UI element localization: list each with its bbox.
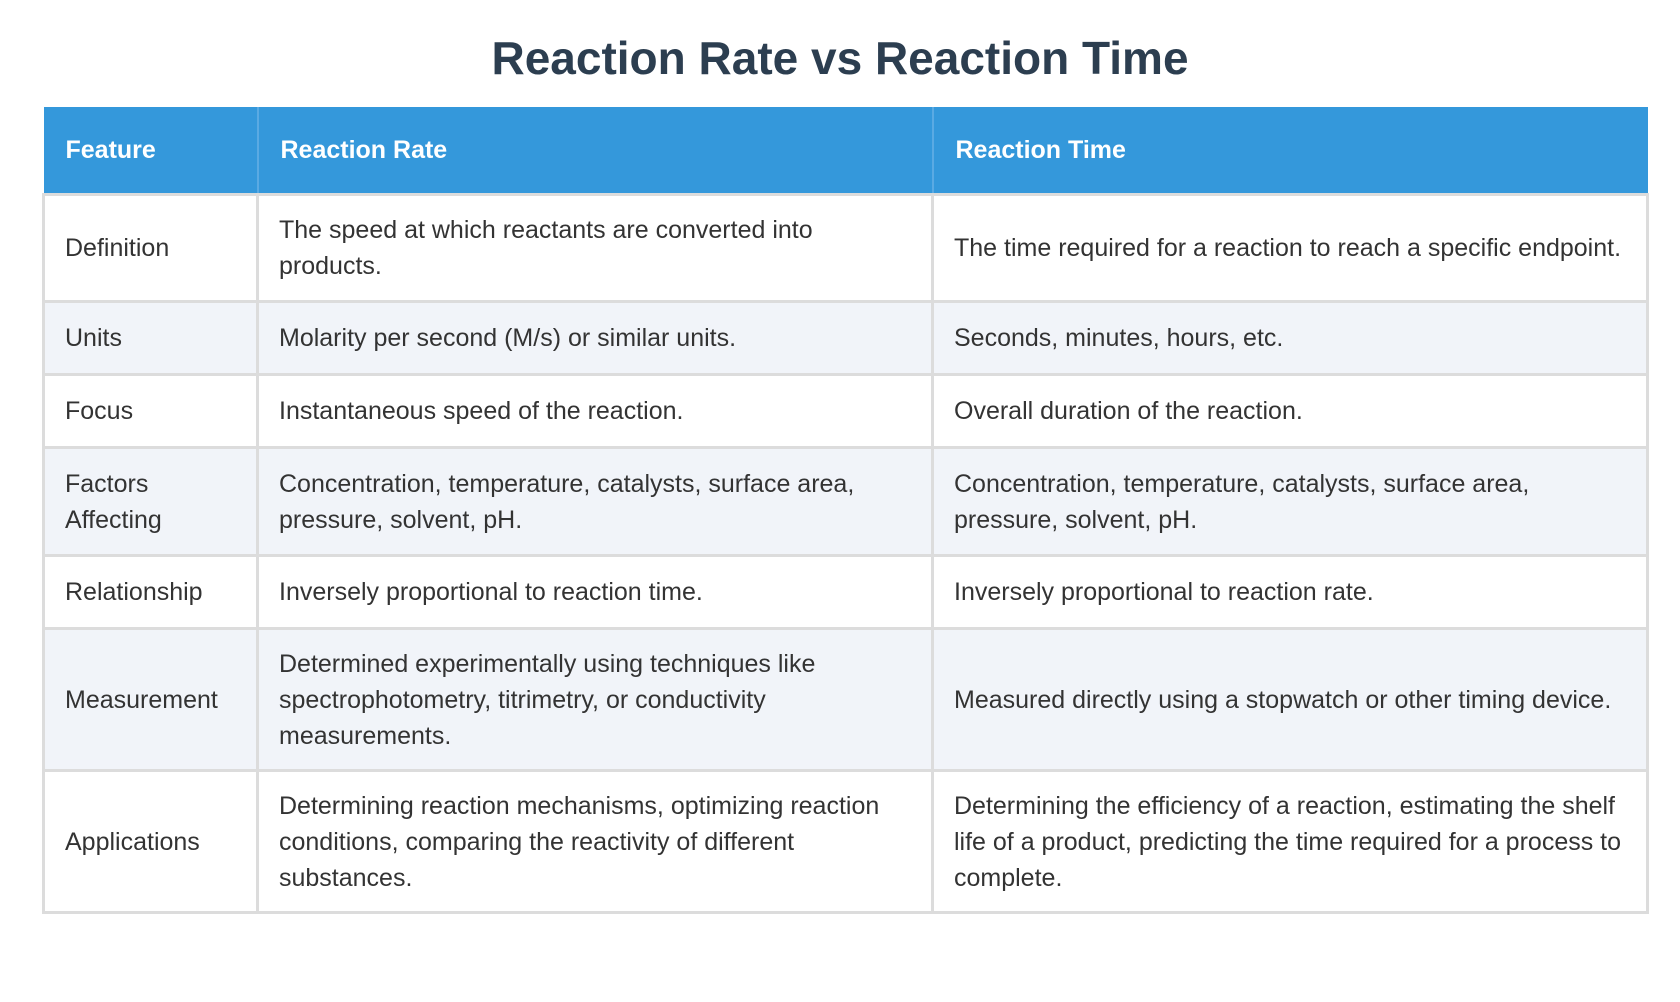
feature-cell: Factors Affecting: [42, 446, 259, 557]
table-row: Applications Determining reaction mechan…: [42, 769, 1649, 914]
time-cell: The time required for a reaction to reac…: [931, 193, 1649, 303]
feature-cell: Measurement: [42, 627, 259, 772]
feature-cell: Relationship: [42, 554, 259, 630]
time-cell: Seconds, minutes, hours, etc.: [931, 300, 1649, 376]
time-cell: Overall duration of the reaction.: [931, 373, 1649, 449]
table-row: Units Molarity per second (M/s) or simil…: [42, 300, 1649, 376]
table-row: Factors Affecting Concentration, tempera…: [42, 446, 1649, 557]
rate-cell: Determined experimentally using techniqu…: [256, 627, 934, 772]
rate-cell: Instantaneous speed of the reaction.: [256, 373, 934, 449]
header-reaction-rate: Reaction Rate: [257, 107, 934, 196]
rate-cell: Molarity per second (M/s) or similar uni…: [256, 300, 934, 376]
feature-cell: Focus: [42, 373, 259, 449]
rate-cell: The speed at which reactants are convert…: [256, 193, 934, 303]
table-row: Definition The speed at which reactants …: [42, 193, 1649, 303]
table-body: Definition The speed at which reactants …: [42, 193, 1649, 914]
header-feature: Feature: [43, 107, 259, 196]
rate-cell: Determining reaction mechanisms, optimiz…: [256, 769, 934, 914]
comparison-table: Feature Reaction Rate Reaction Time Defi…: [42, 107, 1649, 914]
feature-cell: Applications: [42, 769, 259, 914]
table-header: Feature Reaction Rate Reaction Time: [43, 107, 1648, 196]
rate-cell: Inversely proportional to reaction time.: [256, 554, 934, 630]
feature-cell: Definition: [42, 193, 259, 303]
table-row: Measurement Determined experimentally us…: [42, 627, 1649, 772]
page-title: Reaction Rate vs Reaction Time: [491, 32, 1189, 84]
time-cell: Measured directly using a stopwatch or o…: [931, 627, 1649, 772]
table-row: Focus Instantaneous speed of the reactio…: [42, 373, 1649, 449]
header-row: Feature Reaction Rate Reaction Time: [43, 107, 1648, 196]
time-cell: Concentration, temperature, catalysts, s…: [931, 446, 1649, 557]
rate-cell: Concentration, temperature, catalysts, s…: [256, 446, 934, 557]
time-cell: Determining the efficiency of a reaction…: [931, 769, 1649, 914]
header-reaction-time: Reaction Time: [932, 107, 1648, 196]
feature-cell: Units: [42, 300, 259, 376]
time-cell: Inversely proportional to reaction rate.: [931, 554, 1649, 630]
table-row: Relationship Inversely proportional to r…: [42, 554, 1649, 630]
